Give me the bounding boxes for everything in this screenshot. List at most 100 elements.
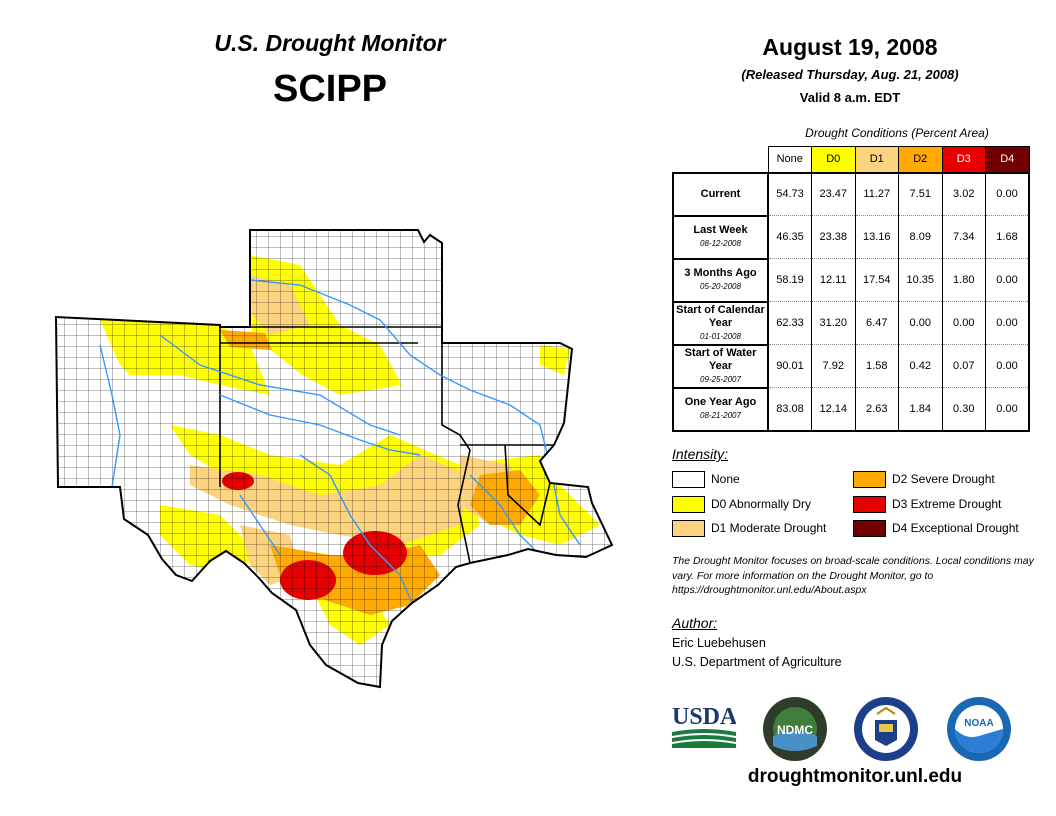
table-cell: 7.92 <box>811 344 856 388</box>
table-cell: 12.11 <box>811 258 856 302</box>
table-cell: 7.34 <box>941 215 986 259</box>
legend-label: D4 Exceptional Drought <box>892 521 1019 535</box>
legend-swatch-d0 <box>672 495 705 513</box>
drought-conditions-table: None D0 D1 D2 D3 D4 Current 54.73 23.47 11.… <box>672 146 1030 432</box>
column-header-d1: D1 <box>854 146 899 173</box>
row-label: Last Week 08-12-2008 <box>672 214 769 260</box>
table-cell: 1.68 <box>985 215 1030 259</box>
legend-item-d2: D2 Severe Drought <box>853 470 995 488</box>
release-date: (Released Thursday, Aug. 21, 2008) <box>741 67 959 82</box>
column-header-d4: D4 <box>985 146 1030 173</box>
legend-label: D1 Moderate Drought <box>711 521 827 535</box>
doc-logo <box>854 697 918 761</box>
table-row: 3 Months Ago 05-20-2008 58.19 12.11 17.54 10.… <box>672 257 1030 303</box>
table-row: Start of Calendar Year 01-01-2008 62.33 31.… <box>672 300 1030 346</box>
table-cell: 3.02 <box>941 171 986 216</box>
row-date: 01-01-2008 <box>700 331 741 341</box>
noaa-logo: NOAA <box>947 697 1011 761</box>
table-cell: 17.54 <box>854 258 899 302</box>
author-name: Eric Luebehusen <box>672 636 766 650</box>
region-name: SCIPP <box>272 68 388 110</box>
intensity-heading: Intensity: <box>672 446 729 462</box>
legend-label: D3 Extreme Drought <box>892 497 1002 511</box>
row-label-text: Current <box>700 187 741 200</box>
table-cell: 54.73 <box>767 171 812 216</box>
legend-swatch-d4 <box>853 519 886 537</box>
legend-item-d3: D3 Extreme Drought <box>853 495 1001 513</box>
table-cell: 0.00 <box>985 344 1030 388</box>
column-header-none: None <box>767 146 812 173</box>
map-date: August 19, 2008 <box>762 34 938 60</box>
table-cell: 6.47 <box>854 301 899 345</box>
legend-label: D0 Abnormally Dry <box>711 497 812 511</box>
row-date: 09-25-2007 <box>700 374 741 384</box>
row-label: One Year Ago 08-21-2007 <box>672 386 769 432</box>
table-cell: 0.00 <box>941 301 986 345</box>
table-row: Current 54.73 23.47 11.27 7.51 3.02 0.00 <box>672 171 1030 217</box>
usda-logo: USDA <box>672 704 736 748</box>
table-cell: 62.33 <box>767 301 812 345</box>
table-cell: 1.84 <box>898 387 943 432</box>
row-label: Start of Water Year 09-25-2007 <box>672 343 769 389</box>
table-cell: 8.09 <box>898 215 943 259</box>
legend-item-d1: D1 Moderate Drought <box>672 519 826 537</box>
legend-swatch-d2 <box>853 470 886 488</box>
table-cell: 31.20 <box>811 301 856 345</box>
legend-item-none: None <box>672 470 740 488</box>
row-label-text: 3 Months Ago <box>684 267 757 279</box>
legend-label: D2 Severe Drought <box>892 472 995 486</box>
table-cell: 13.16 <box>854 215 899 259</box>
table-cell: 7.51 <box>898 171 943 216</box>
row-label: Start of Calendar Year 01-01-2008 <box>672 300 769 346</box>
row-label-text: Last Week <box>693 224 748 236</box>
table-cell: 83.08 <box>767 387 812 432</box>
table-cell: 0.07 <box>941 344 986 388</box>
table-cell: 12.14 <box>811 387 856 432</box>
table-cell: 0.30 <box>941 387 986 432</box>
table-cell: 10.35 <box>898 258 943 302</box>
legend-label: None <box>711 472 740 486</box>
table-cell: 1.58 <box>854 344 899 388</box>
noaa-logo-text: NOAA <box>964 718 993 729</box>
drought-map <box>55 229 613 688</box>
table-cell: 11.27 <box>854 171 899 216</box>
column-header-d2: D2 <box>898 146 943 173</box>
row-date: 08-12-2008 <box>700 239 741 248</box>
disclaimer-note: The Drought Monitor focuses on broad-sca… <box>672 555 1034 596</box>
table-cell: 23.47 <box>811 171 856 216</box>
table-cell: 90.01 <box>767 344 812 388</box>
conditions-caption: Drought Conditions (Percent Area) <box>805 126 989 140</box>
usda-logo-text: USDA <box>672 704 736 730</box>
row-label-text: Start of Water Year <box>684 346 757 372</box>
table-cell: 58.19 <box>767 258 812 302</box>
map-title: U.S. Drought Monitor <box>214 30 446 56</box>
legend-item-d4: D4 Exceptional Drought <box>853 519 1019 537</box>
row-label: 3 Months Ago 05-20-2008 <box>672 257 769 303</box>
column-header-d3: D3 <box>941 146 986 173</box>
table-row: One Year Ago 08-21-2007 83.08 12.14 2.63 1.84… <box>672 386 1030 432</box>
column-header-d0: D0 <box>811 146 856 173</box>
table-cell: 0.00 <box>985 387 1030 432</box>
legend-swatch-d1 <box>672 519 705 537</box>
table-cell: 0.00 <box>985 258 1030 302</box>
legend-item-d0: D0 Abnormally Dry <box>672 495 811 513</box>
table-cell: 23.38 <box>811 215 856 259</box>
table-cell: 0.42 <box>898 344 943 388</box>
row-label-text: One Year Ago <box>684 396 757 408</box>
valid-time: Valid 8 a.m. EDT <box>799 90 901 105</box>
table-cell: 2.63 <box>854 387 899 432</box>
legend-swatch-none <box>672 470 705 488</box>
table-cell: 0.00 <box>985 301 1030 345</box>
row-date: 05-20-2008 <box>700 282 741 291</box>
footer-url[interactable]: droughtmonitor.unl.edu <box>747 766 963 787</box>
legend-swatch-d3 <box>853 495 886 513</box>
table-cell: 0.00 <box>898 301 943 345</box>
row-date: 08-21-2007 <box>700 411 741 420</box>
ndmc-logo: NDMC <box>763 697 827 761</box>
table-row: Start of Water Year 09-25-2007 90.01 7.92 1.… <box>672 343 1030 389</box>
table-cell: 1.80 <box>941 258 986 302</box>
ndmc-logo-text: NDMC <box>777 723 813 737</box>
table-cell: 46.35 <box>767 215 812 259</box>
author-heading: Author: <box>672 615 718 631</box>
table-row: Last Week 08-12-2008 46.35 23.38 13.16 8.09 7.… <box>672 214 1030 260</box>
